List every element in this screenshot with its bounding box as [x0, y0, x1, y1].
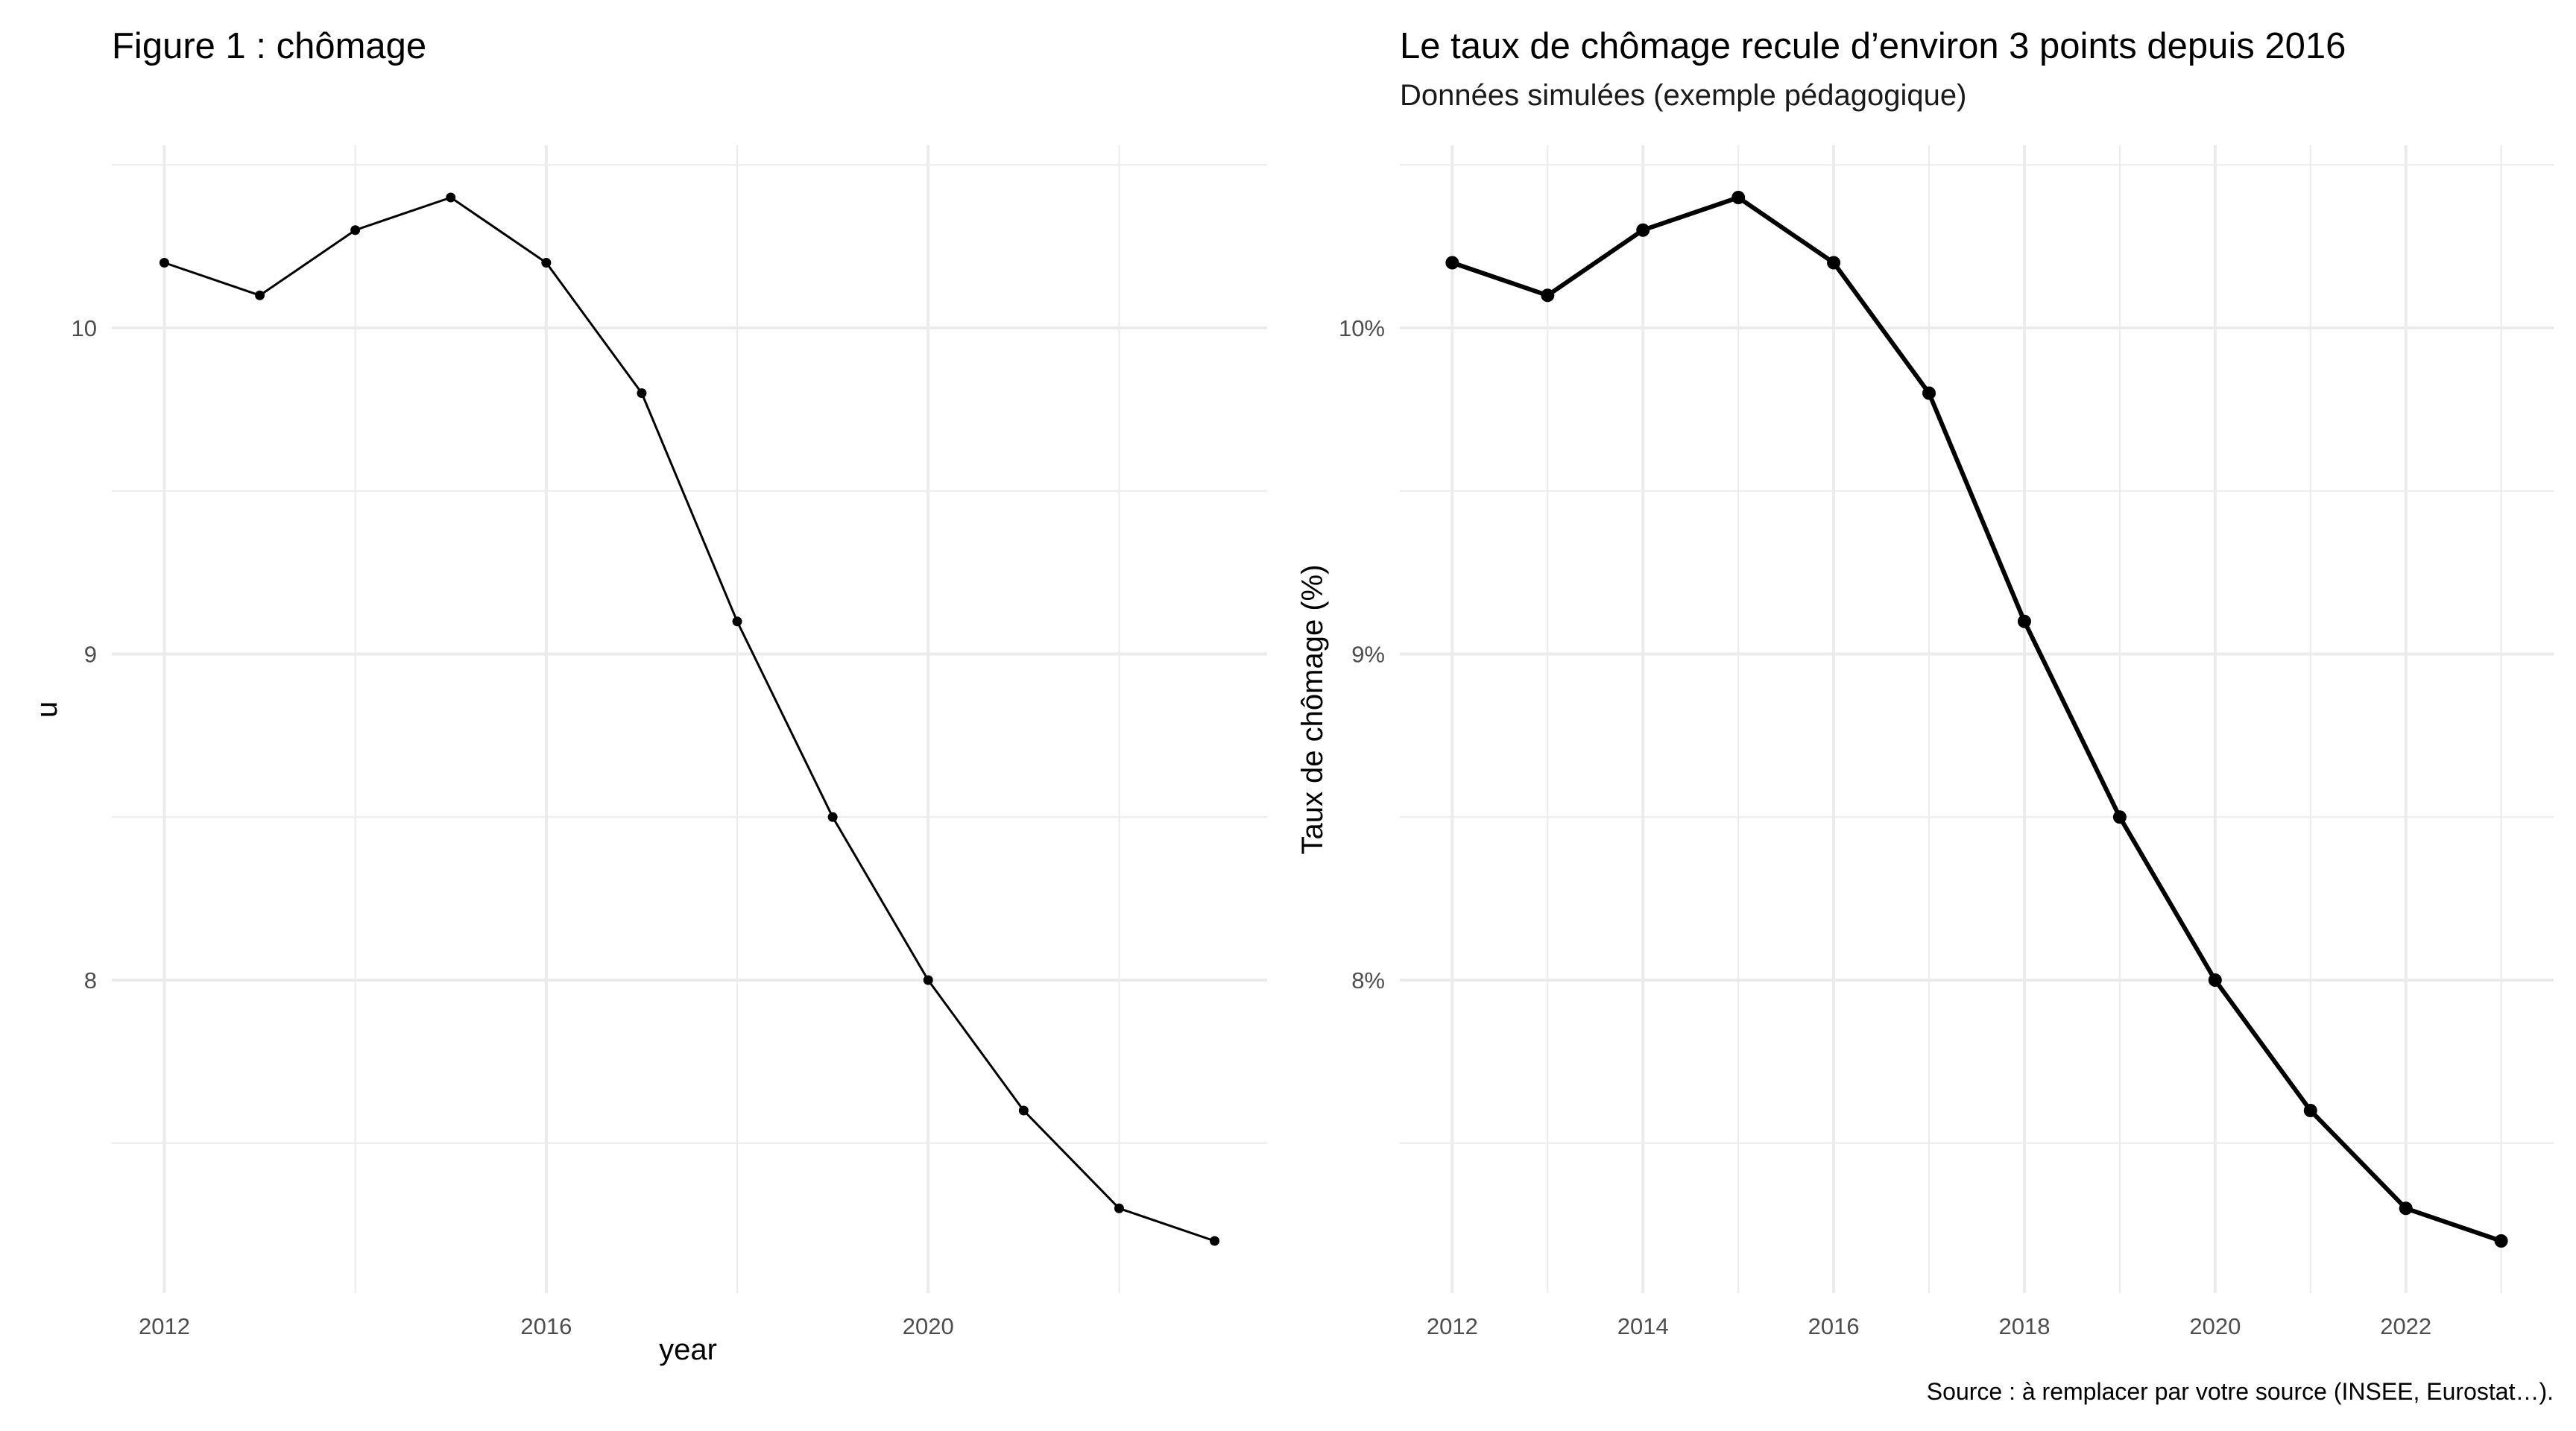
data-point [1114, 1203, 1124, 1213]
y-tick-label: 10 [72, 315, 97, 341]
data-point [923, 975, 933, 985]
panel-right-y-axis-label: Taux de chômage (%) [1296, 564, 1329, 854]
data-point [446, 192, 456, 203]
data-point [2303, 1104, 2317, 1117]
x-tick-label: 2014 [1617, 1313, 1669, 1339]
data-point [255, 290, 265, 300]
data-point [2112, 810, 2127, 824]
panel-right: Le taux de chômage recule d’environ 3 po… [1296, 26, 2554, 1405]
data-point [1445, 256, 1459, 270]
series-line [1450, 195, 2504, 1243]
panel-left-title: Figure 1 : chômage [112, 26, 426, 66]
x-tick-label: 2020 [903, 1313, 954, 1339]
x-tick-label: 2012 [1427, 1313, 1478, 1339]
data-point [1731, 191, 1746, 204]
panel-right-subtitle: Données simulées (exemple pédagogique) [1400, 79, 1966, 112]
panel-right-plot: 8% 9% 10% 2012 2014 2016 2018 2020 2022 [1339, 145, 2554, 1339]
data-point [637, 388, 647, 398]
x-tick-label: 2016 [520, 1313, 572, 1339]
data-point [1541, 288, 1555, 303]
data-point [159, 258, 169, 268]
data-point [732, 616, 742, 627]
x-tick-label: 2022 [2380, 1313, 2431, 1339]
y-tick-label: 9% [1351, 642, 1385, 668]
panel-right-caption: Source : à remplacer par votre source (I… [1927, 1378, 2554, 1405]
data-point [1922, 386, 1936, 400]
y-tick-label: 8% [1351, 967, 1385, 994]
data-point [541, 258, 552, 268]
data-point [350, 225, 361, 236]
data-point [827, 812, 838, 822]
data-point [1210, 1236, 1220, 1246]
y-tick-label: 10% [1339, 315, 1385, 341]
panel-right-title: Le taux de chômage recule d’environ 3 po… [1400, 26, 2346, 66]
x-tick-label: 2012 [139, 1313, 190, 1339]
data-point [2017, 614, 2031, 628]
panel-left-plot: 8 9 10 2012 2016 2020 [72, 145, 1267, 1339]
data-point [2208, 973, 2222, 987]
panel-left: Figure 1 : chômage 8 9 10 2012 2016 2020 year… [31, 26, 1267, 1366]
series-line [163, 196, 1216, 1242]
data-point [2494, 1234, 2508, 1248]
x-tick-label: 2018 [1998, 1313, 2050, 1339]
data-point [1018, 1105, 1029, 1116]
panel-left-y-axis-label: u [31, 701, 63, 718]
y-tick-label: 8 [84, 967, 97, 994]
data-point [1636, 223, 1650, 237]
x-tick-label: 2016 [1808, 1313, 1860, 1339]
y-tick-label: 9 [84, 642, 97, 668]
data-point [2399, 1201, 2413, 1216]
x-tick-label: 2020 [2189, 1313, 2241, 1339]
panel-left-x-axis-label: year [659, 1333, 717, 1366]
data-point [1827, 256, 1841, 270]
